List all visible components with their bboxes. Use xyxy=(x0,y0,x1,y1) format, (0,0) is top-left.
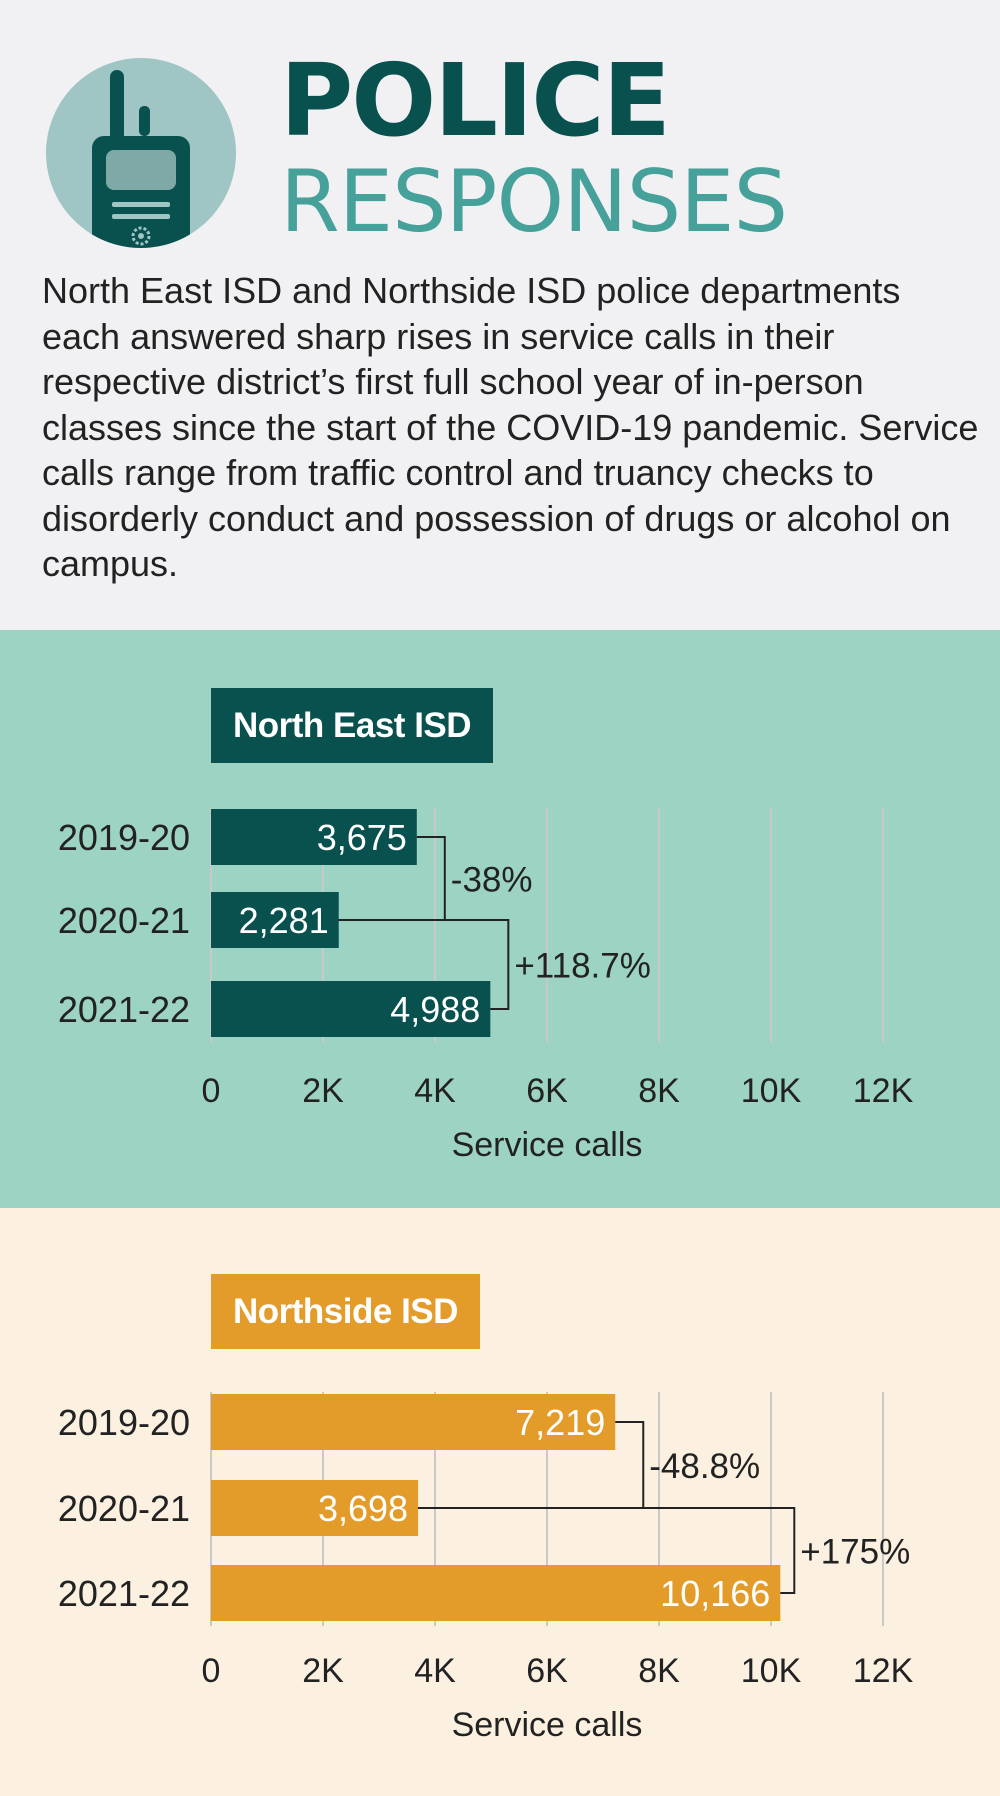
change-bracket xyxy=(418,1507,796,1594)
bar-2020-21 xyxy=(211,1480,419,1536)
change-label: -38% xyxy=(451,861,533,900)
title-line-1: POLICE xyxy=(280,42,671,159)
x-tick-label: 4K xyxy=(414,1652,456,1690)
x-tick-label: 4K xyxy=(414,1072,456,1110)
north-east-chart: 3,675 2019-20 2,281 2020-21 4,988 2021-22 -38%… xyxy=(58,808,914,1164)
x-tick-label: 6K xyxy=(526,1652,568,1690)
northside-chart: 7,219 2019-20 3,698 2020-21 10,166 2021-22 -48… xyxy=(58,1392,914,1744)
bar-2021-22 xyxy=(211,981,491,1037)
x-tick-label: 10K xyxy=(741,1072,802,1110)
bar-value-label: 10,166 xyxy=(660,1573,770,1614)
category-label: 2021-22 xyxy=(58,1573,190,1614)
change-bracket xyxy=(338,919,510,1010)
change-label: +118.7% xyxy=(514,947,651,986)
north-east-chart-title: North East ISD xyxy=(211,688,494,763)
bar-value-label: 7,219 xyxy=(515,1402,605,1443)
intro-paragraph: North East ISD and Northside ISD police … xyxy=(42,270,979,584)
bar-2019-20 xyxy=(211,809,417,865)
category-label: 2020-21 xyxy=(58,900,190,941)
bar-value-label: 4,988 xyxy=(390,989,480,1030)
bar-2019-20 xyxy=(211,1394,616,1450)
bar-value-label: 2,281 xyxy=(239,900,329,941)
x-tick-label: 0 xyxy=(202,1072,221,1110)
northside-chart-panel: 7,219 2019-20 3,698 2020-21 10,166 2021-22 -48… xyxy=(0,1208,1000,1796)
bar-value-label: 3,698 xyxy=(318,1488,408,1529)
category-label: 2019-20 xyxy=(58,817,190,858)
header: POLICE RESPONSES North East ISD and Nort… xyxy=(0,0,1000,630)
x-tick-label: 2K xyxy=(302,1072,344,1110)
title-line-2: RESPONSES xyxy=(280,152,788,252)
x-tick-label: 8K xyxy=(638,1652,680,1690)
northside-chart-title: Northside ISD xyxy=(211,1274,480,1349)
north-east-chart-panel: 3,675 2019-20 2,281 2020-21 4,988 2021-22 -38%… xyxy=(0,630,1000,1208)
x-tick-label: 0 xyxy=(202,1652,221,1690)
bar-value-label: 3,675 xyxy=(317,817,407,858)
bar-2021-22 xyxy=(211,1565,781,1621)
category-label: 2021-22 xyxy=(58,989,190,1030)
police-radio-icon xyxy=(46,58,236,248)
x-axis-label: Service calls xyxy=(452,1706,643,1744)
x-tick-label: 12K xyxy=(853,1072,914,1110)
category-label: 2019-20 xyxy=(58,1402,190,1443)
x-axis-label: Service calls xyxy=(452,1126,643,1164)
category-label: 2020-21 xyxy=(58,1488,190,1529)
x-tick-label: 6K xyxy=(526,1072,568,1110)
x-tick-label: 2K xyxy=(302,1652,344,1690)
x-tick-label: 12K xyxy=(853,1652,914,1690)
bar-2020-21 xyxy=(211,892,339,948)
change-label: -48.8% xyxy=(649,1447,760,1486)
x-tick-label: 8K xyxy=(638,1072,680,1110)
change-label: +175% xyxy=(800,1533,910,1572)
x-tick-label: 10K xyxy=(741,1652,802,1690)
